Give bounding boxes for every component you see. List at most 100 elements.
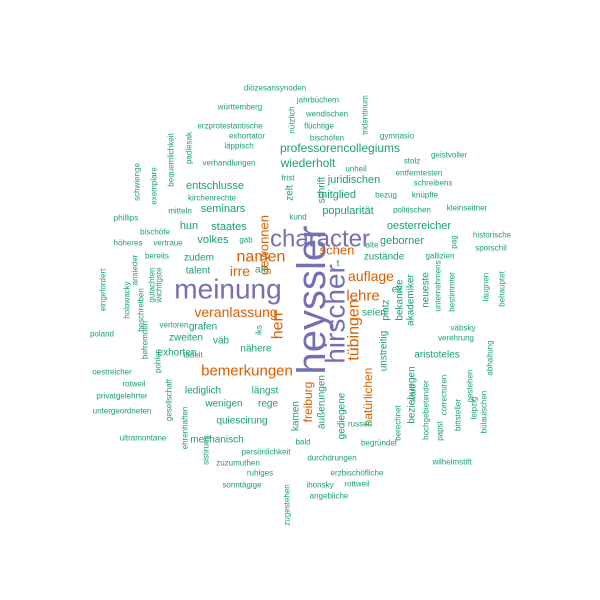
word-character: character: [270, 226, 370, 253]
word-t: t: [337, 259, 340, 270]
word-württemberg: württemberg: [217, 103, 262, 112]
word-väbsky: väbsky: [451, 324, 476, 333]
word-rottweil: rottweil: [344, 480, 370, 489]
word-sporschil: sporschil: [475, 244, 507, 253]
word-rotweil: rotweil: [122, 380, 145, 389]
word-papst: papst: [436, 420, 445, 440]
word-gesellschaft: gesellschaft: [165, 378, 174, 421]
word-ultramontane: ultramontane: [120, 434, 167, 443]
word-lehre: lehre: [346, 288, 379, 305]
word-stolz: stolz: [404, 157, 420, 166]
word-verhandlungen: verhandlungen: [203, 159, 256, 168]
word-verloren: verloren: [160, 321, 189, 330]
word-zugestehen: zugestehen: [283, 484, 292, 525]
word-kamen: kamen: [291, 401, 302, 431]
word-talent: talent: [186, 266, 211, 277]
word-bischöfen: bischöfen: [310, 134, 344, 143]
word-verehrung: verehrung: [438, 334, 474, 343]
word-exemplare: exemplare: [150, 167, 159, 205]
word-bischöfe: bischöfe: [140, 228, 170, 237]
word-gediegene: gediegene: [337, 392, 348, 439]
word-oesterreicher: oesterreicher: [387, 220, 452, 232]
word-professorencollegiums: professorencollegiums: [280, 141, 400, 155]
word-veranlassung: veranlassung: [194, 304, 277, 320]
word-padlesak: padlesak: [185, 131, 194, 164]
word-mitteln: mitteln: [168, 207, 192, 216]
word-eingefordert: eingefordert: [99, 268, 108, 311]
word-diözesansynoden: diözesansynoden: [244, 84, 306, 93]
word-gewonnen: gewonnen: [257, 215, 272, 275]
word-auflage: auflage: [348, 268, 394, 284]
word-höheres: höheres: [114, 239, 143, 248]
word-poland: poland: [90, 330, 114, 339]
word-frist: frist: [282, 174, 296, 183]
word-bereits: bereits: [145, 252, 169, 261]
word-angebliche: angebliche: [310, 492, 349, 501]
word-kleinseitner: kleinseitner: [447, 204, 488, 213]
word-iks: iks: [255, 325, 264, 335]
word-bestimmter: bestimmter: [448, 272, 457, 312]
word-lediglich: lediglich: [185, 386, 221, 397]
word-natürlichen: natürlichen: [361, 368, 375, 427]
word-staates: staates: [211, 221, 247, 233]
word-läugnen: läugnen: [482, 273, 491, 301]
word-seminars: seminars: [201, 203, 246, 215]
word-zweiten: zweiten: [169, 333, 203, 344]
word-schreibens: schreibens: [414, 179, 453, 188]
word-bekannte: bekannte: [395, 279, 406, 321]
word-gestehen: gestehen: [466, 370, 475, 403]
word-exhorten: exhorten: [158, 348, 197, 359]
word-hochgebietender: hochgebietender: [422, 380, 431, 440]
word-gymnasio: gymnasio: [380, 132, 415, 141]
word-bequemlichkeit: bequemlichkeit: [167, 133, 176, 187]
word-phillips: phillips: [114, 214, 138, 223]
word-rege: rege: [258, 399, 278, 410]
word-politischen: politischen: [393, 206, 431, 215]
word-zustände: zustände: [364, 252, 405, 263]
word-schen: schen: [320, 243, 355, 258]
word-gutachten: gutachten: [148, 267, 157, 302]
word-leipzig: leipzig: [470, 397, 479, 420]
word-bezug: bezug: [375, 191, 397, 200]
word-ansieder: ansieder: [131, 254, 140, 285]
word-popularität: popularität: [322, 205, 373, 217]
word-holowacky: holowacky: [123, 281, 132, 318]
word-flüchtige: flüchtige: [304, 122, 334, 131]
word-afa: afa: [255, 265, 269, 276]
word-bald: bald: [295, 438, 310, 447]
word-exhortator: exhortator: [229, 132, 265, 141]
word-irre: irre: [230, 263, 250, 279]
word-ward: ward: [409, 384, 418, 402]
word-behauptet: behauptet: [498, 270, 507, 306]
word-pohlen: pohlen: [154, 349, 163, 373]
word-berechnet: berechnet: [394, 404, 403, 440]
word-oestreicher: oestreicher: [92, 368, 132, 377]
word-durchdrungen: durchdrungen: [307, 454, 356, 463]
word-ehrenhaften: ehrenhaften: [181, 407, 190, 450]
word-ruhiges: ruhiges: [247, 469, 273, 478]
word-freiburg: freiburg: [301, 382, 315, 423]
word-äußerungen: äußerungen: [317, 375, 328, 429]
word-ihonsky: ihonsky: [306, 481, 333, 490]
word-geistvoller: geistvoller: [431, 151, 467, 160]
word-kirchenrechte: kirchenrechte: [188, 194, 237, 203]
word-pag: pag: [450, 235, 459, 248]
word-hun: hun: [180, 220, 198, 232]
word-begründet: begründet: [361, 439, 398, 448]
word-herr: herr: [270, 310, 287, 339]
word-jahrbüchern: jahrbüchern: [296, 96, 339, 105]
word-heyssler: heyssler: [290, 226, 334, 375]
word-aristoteles: aristoteles: [414, 350, 460, 361]
word-schrift: schrift: [317, 176, 328, 203]
word-unternehmens: unternehmens: [434, 260, 443, 311]
word-ex: ex: [392, 285, 403, 296]
word-entschlusse: entschlusse: [186, 180, 244, 192]
word-platz: platz: [381, 299, 392, 320]
word-bülauischen: bülauischen: [480, 391, 489, 434]
word-wendischen: wendischen: [305, 110, 348, 119]
word-läppisch: läppisch: [224, 142, 253, 151]
word-unstreitig: unstreitig: [379, 331, 390, 372]
word-befremden: befremden: [141, 321, 150, 359]
word-schwienge: schwienge: [133, 163, 142, 201]
